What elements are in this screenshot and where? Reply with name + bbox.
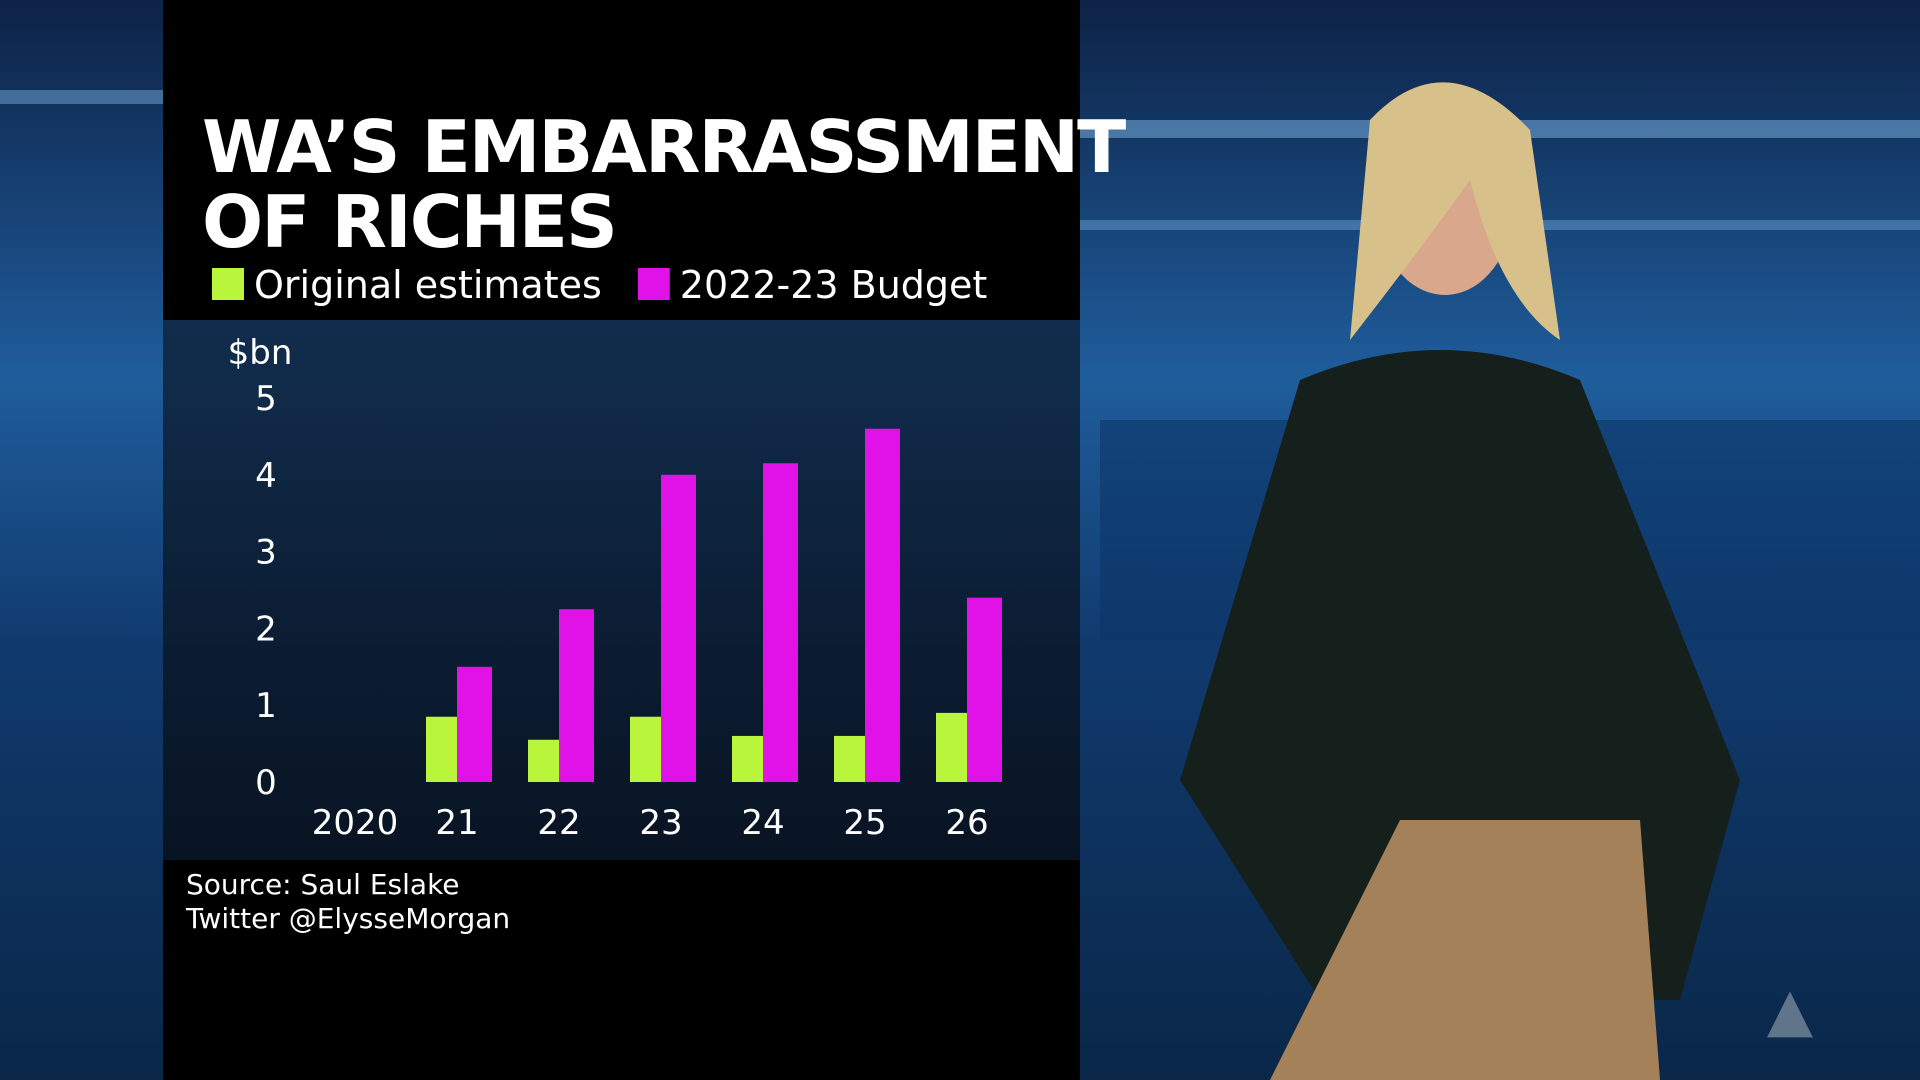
y-tick-label: 1 — [255, 686, 277, 726]
y-tick-label: 2 — [255, 609, 277, 649]
x-tick-label: 22 — [537, 803, 580, 843]
bar — [936, 712, 967, 782]
credit: Twitter @ElysseMorgan — [185, 902, 510, 935]
x-tick-label: 26 — [945, 803, 988, 843]
legend-swatch — [212, 268, 244, 300]
panel-header — [163, 0, 1080, 320]
y-tick-label: 0 — [255, 763, 277, 803]
panel-footer — [163, 860, 1080, 1080]
studio-light — [0, 90, 163, 104]
bar — [834, 735, 865, 782]
chart-title: OF RICHES — [202, 180, 616, 264]
y-axis-label: $bn — [228, 333, 293, 373]
bar — [732, 735, 763, 782]
x-tick-label: 25 — [843, 803, 886, 843]
bar — [559, 609, 594, 782]
bar — [967, 597, 1002, 782]
x-tick-label: 21 — [435, 803, 478, 843]
panel-plot-area — [163, 320, 1080, 860]
x-tick-label: 23 — [639, 803, 682, 843]
channel-logo: ▲ — [1767, 975, 1813, 1045]
source: Source: Saul Eslake — [186, 868, 460, 901]
legend-label: 2022-23 Budget — [680, 263, 988, 307]
bar — [661, 474, 696, 782]
chart-title: WA’S EMBARRASSMENT — [202, 105, 1126, 189]
y-tick-label: 5 — [255, 379, 277, 419]
bar — [865, 428, 900, 782]
bar — [426, 716, 457, 782]
y-tick-label: 3 — [255, 533, 277, 573]
presenter-trousers — [1270, 820, 1660, 1080]
bar — [457, 666, 492, 782]
bar — [528, 739, 559, 782]
presenter-hair — [1350, 82, 1560, 340]
x-tick-label: 2020 — [312, 803, 399, 843]
legend-label: Original estimates — [254, 263, 602, 307]
x-tick-label: 24 — [741, 803, 784, 843]
bar — [630, 716, 661, 782]
legend-swatch — [637, 268, 670, 300]
y-tick-label: 4 — [255, 456, 277, 496]
bar — [763, 463, 798, 782]
